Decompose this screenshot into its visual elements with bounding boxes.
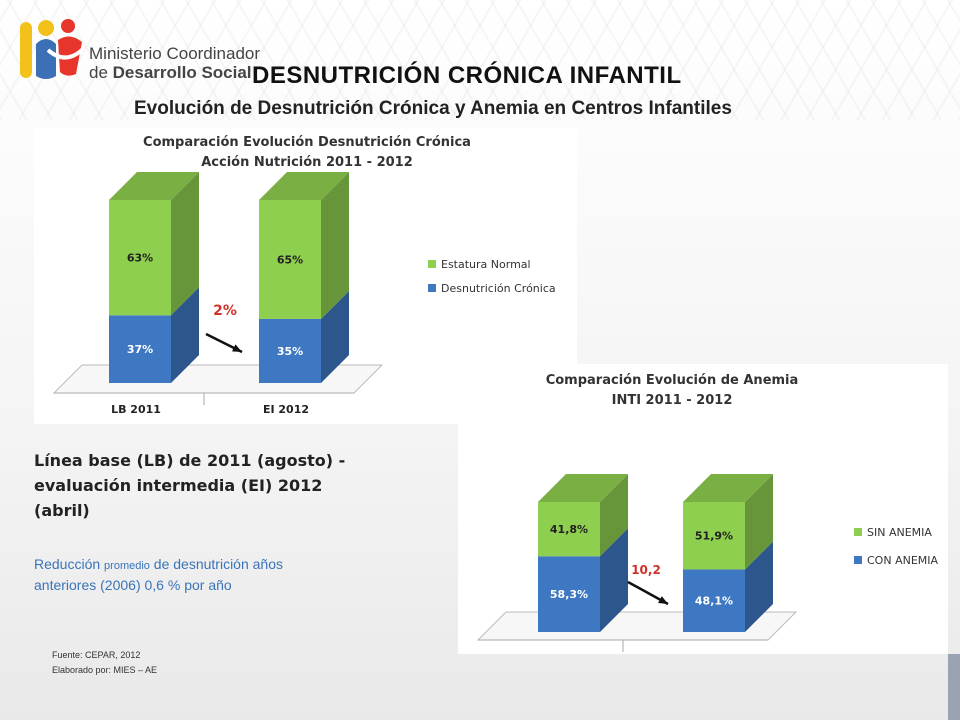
ministry-name: Ministerio Coordinador de Desarrollo Soc…	[89, 44, 260, 82]
legend-swatch	[854, 528, 862, 536]
data-label: 41,8%	[550, 523, 588, 536]
bar-side	[321, 290, 349, 383]
ministry-name-line1: Ministerio Coordinador	[89, 44, 261, 63]
bar-side	[745, 474, 773, 570]
ministry-name-prefix: de	[89, 63, 113, 82]
arrow-head	[658, 596, 668, 604]
baseline-description: Línea base (LB) de 2011 (agosto) - evalu…	[34, 451, 346, 520]
bar-top	[109, 172, 199, 200]
change-annotation: 2%	[213, 303, 237, 319]
bar-segment	[109, 200, 171, 316]
data-label: 37%	[127, 343, 153, 356]
bar-side	[171, 172, 199, 316]
page-title: DESNUTRICIÓN CRÓNICA INFANTIL	[252, 62, 682, 89]
data-label: 35%	[277, 345, 303, 358]
author-line: Elaborado por: MIES – AE	[52, 665, 158, 675]
reduction-note: Reducción promedio de desnutrición años …	[34, 555, 344, 595]
note-text-2: promedio	[104, 560, 150, 572]
bar-segment	[109, 315, 171, 383]
legend-label: CON ANEMIA	[867, 554, 939, 567]
bar-side	[171, 287, 199, 383]
bar-side	[745, 541, 773, 632]
bar-side	[600, 528, 628, 632]
chart-desnutricion: Comparación Evolución Desnutrición Cróni…	[34, 128, 577, 424]
data-label: 58,3%	[550, 588, 588, 601]
chart-title: Comparación Evolución de Anemia	[546, 373, 799, 388]
chart-title: Comparación Evolución Desnutrición Cróni…	[143, 135, 471, 150]
ministry-name-bold: Desarrollo Social	[112, 63, 252, 82]
data-label: 48,1%	[695, 595, 733, 608]
chart-desnutricion-svg: Comparación Evolución Desnutrición Cróni…	[52, 135, 556, 416]
arrow-head	[232, 344, 242, 352]
legend-label: SIN ANEMIA	[867, 526, 932, 539]
change-annotation: 10,2	[631, 563, 661, 577]
data-label: 63%	[127, 252, 153, 265]
legend-swatch	[428, 284, 436, 292]
legend-label: Desnutrición Crónica	[441, 282, 556, 295]
bar-top	[259, 172, 349, 200]
category-label: EI 2012	[263, 403, 309, 416]
data-label: 65%	[277, 253, 303, 266]
note-text-3: de desnutrición años anteriores (2006) 0…	[34, 556, 283, 593]
bar-top	[683, 474, 773, 502]
header-background	[0, 0, 960, 120]
chart-anemia-svg: Comparación Evolución de Anemia INTI 2011…	[476, 373, 939, 677]
bar-side	[321, 172, 349, 319]
bar-segment	[259, 200, 321, 319]
ministry-name-line2: de Desarrollo Social	[89, 63, 260, 82]
source-line: Fuente: CEPAR, 2012	[52, 650, 141, 660]
legend-swatch	[854, 556, 862, 564]
chart-subtitle: INTI 2011 - 2012	[612, 393, 733, 408]
bar-segment	[538, 502, 600, 557]
ministry-emblem-icon	[20, 19, 86, 79]
bar-side	[600, 474, 628, 557]
legend-label: Estatura Normal	[441, 258, 531, 271]
bar-segment	[683, 569, 745, 632]
decorative-strip	[948, 654, 960, 720]
source-credits: Fuente: CEPAR, 2012 Elaborado por: MIES …	[52, 648, 157, 678]
chart-anemia: Comparación Evolución de Anemia INTI 2011…	[458, 364, 948, 677]
note-text-1: Reducción	[34, 556, 105, 572]
ministry-logo	[18, 14, 258, 84]
bar-segment	[683, 502, 745, 570]
legend-swatch	[428, 260, 436, 268]
bar-segment	[259, 318, 321, 383]
bar-top	[538, 474, 628, 502]
category-label: LB 2011	[111, 403, 161, 416]
data-label: 51,9%	[695, 530, 733, 543]
chart-subtitle: Acción Nutrición 2011 - 2012	[201, 155, 413, 170]
bar-segment	[538, 556, 600, 632]
page-subtitle: Evolución de Desnutrición Crónica y Anem…	[134, 98, 732, 119]
